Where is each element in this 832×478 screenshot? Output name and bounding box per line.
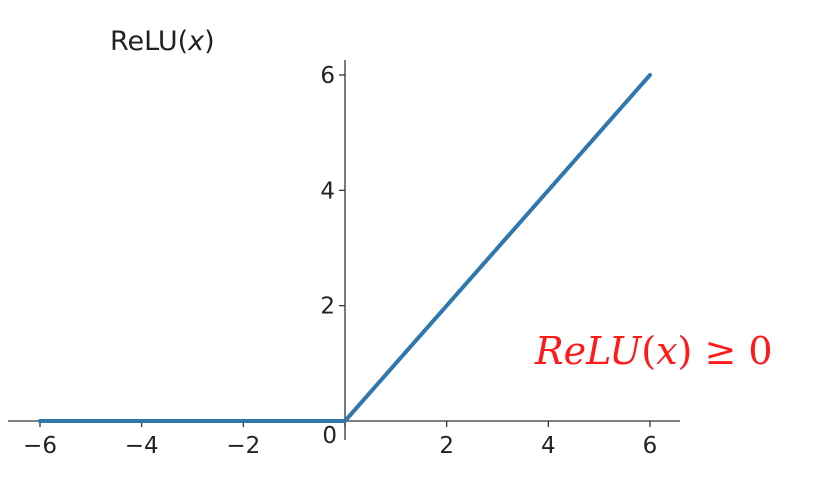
y-tick-label: 2 xyxy=(320,294,335,320)
chart-title-prefix: ReLU( xyxy=(110,26,188,57)
x-tick-label: 2 xyxy=(439,433,454,459)
annotation-relu-nonnegative: ReLU(x) ≥ 0 xyxy=(534,329,773,373)
y-tick-label: 4 xyxy=(320,178,335,204)
chart-title-suffix: ) xyxy=(204,26,215,57)
relu-series-line xyxy=(38,73,652,423)
series-layer xyxy=(38,73,652,423)
tick-labels: −6 −4 −2 0 2 4 6 2 4 6 xyxy=(23,63,657,459)
y-tick-label: 6 xyxy=(320,63,335,89)
annotation-close-paren: ) xyxy=(678,329,693,373)
annotation-prefix: ReLU xyxy=(534,329,643,373)
x-tick-label: 6 xyxy=(643,433,658,459)
x-tick-label: −4 xyxy=(125,433,159,459)
x-tick-label: 0 xyxy=(322,423,337,449)
annotation-open-paren: ( xyxy=(641,329,656,373)
chart-title: ReLU(x) xyxy=(110,26,215,57)
x-tick-label: −2 xyxy=(226,433,260,459)
x-tick-label: 4 xyxy=(541,433,556,459)
annotation-relation: ≥ 0 xyxy=(692,329,772,373)
axes xyxy=(8,60,680,440)
x-tick-label: −6 xyxy=(23,433,57,459)
chart-title-variable: x xyxy=(187,26,205,57)
annotation-variable: x xyxy=(656,329,677,373)
